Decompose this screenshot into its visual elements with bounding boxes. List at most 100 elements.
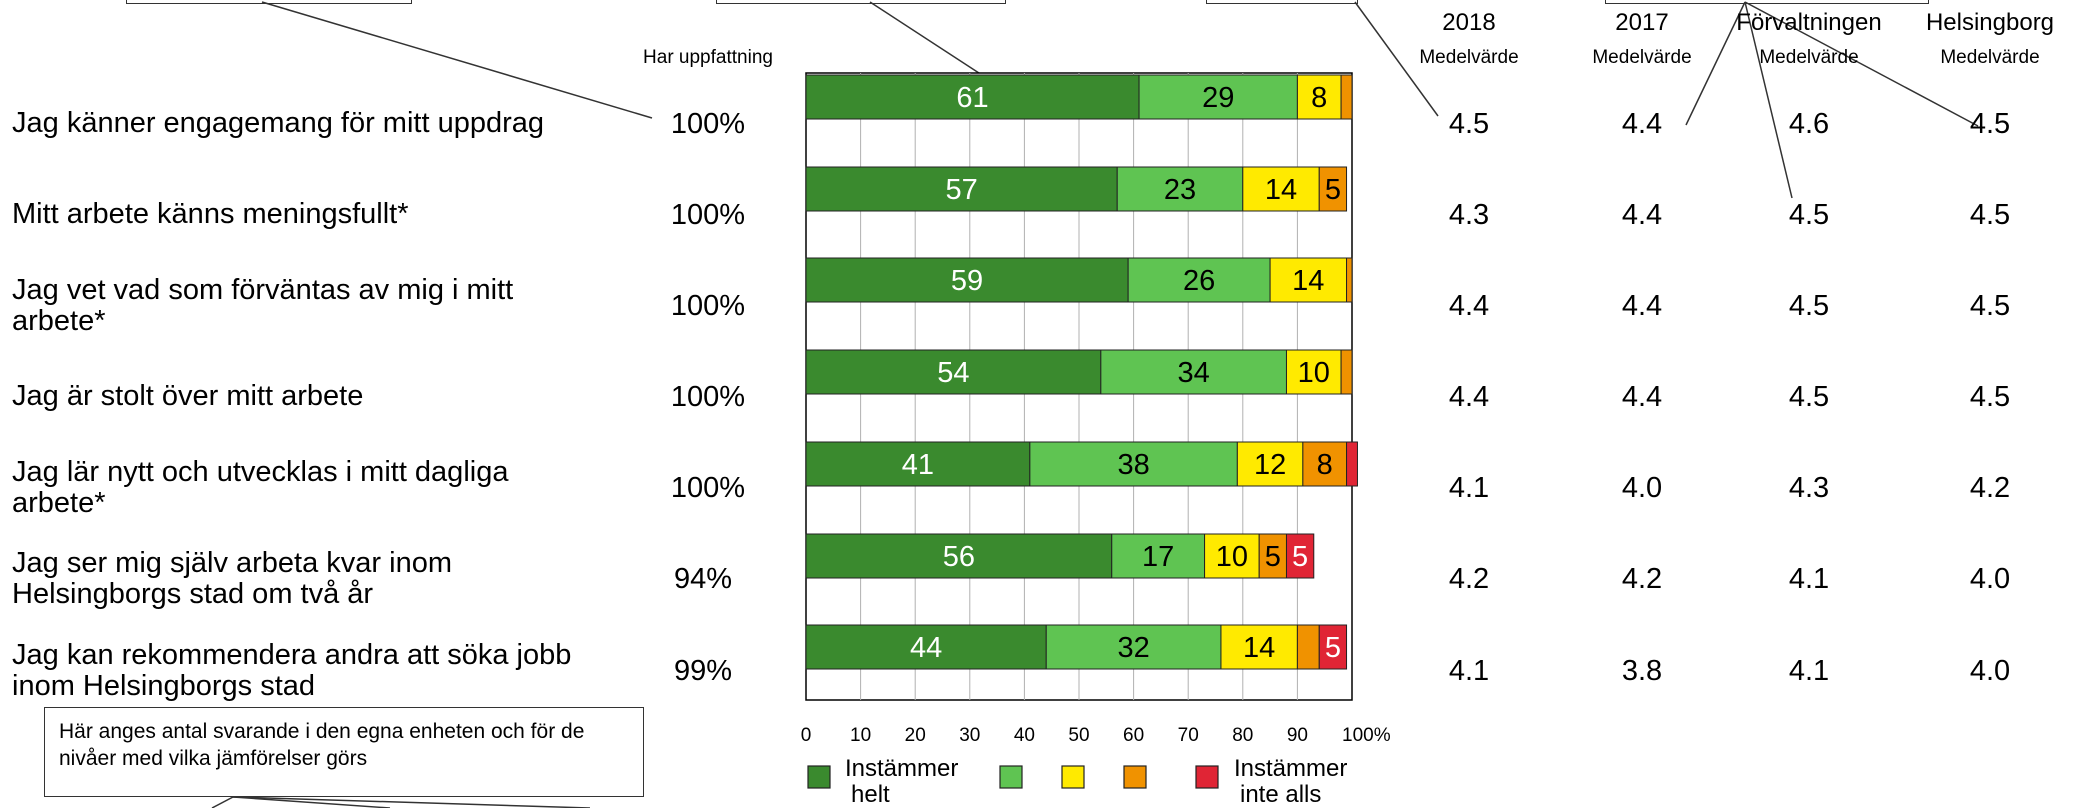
mean-2018: 4.4 bbox=[1448, 381, 1490, 413]
has-opinion-value: 100% bbox=[670, 381, 746, 413]
x-tick-label: 30 bbox=[959, 725, 980, 746]
bar-segment bbox=[805, 349, 1102, 395]
bar-segment bbox=[1116, 166, 1244, 212]
question-text: Jag känner engagemang för mitt uppdrag bbox=[12, 107, 545, 139]
mean-2018: 4.1 bbox=[1448, 655, 1490, 687]
col-forvaltningen-title: Förvaltningen bbox=[1736, 9, 1882, 36]
col-forvaltningen-sub: Medelvärde bbox=[1759, 47, 1859, 68]
mean-helsingborg: 4.0 bbox=[1969, 655, 2011, 687]
question-text: Jag lär nytt och utvecklas i mitt daglig… bbox=[12, 456, 509, 519]
callout-box-3 bbox=[1206, 0, 1358, 4]
x-tick-label: 20 bbox=[905, 725, 926, 746]
data-label: 10 bbox=[1216, 541, 1248, 573]
mean-2018: 4.1 bbox=[1448, 472, 1490, 504]
bar-segment bbox=[805, 624, 1047, 670]
data-label: 38 bbox=[1117, 449, 1149, 481]
mean-helsingborg: 4.5 bbox=[1969, 290, 2011, 322]
data-label: 14 bbox=[1292, 265, 1324, 297]
bar-segment bbox=[1296, 624, 1320, 670]
question-text: Jag är stolt över mitt arbete bbox=[12, 380, 364, 412]
legend-swatch bbox=[1061, 765, 1085, 789]
bar-segment bbox=[1302, 441, 1348, 487]
mean-2017: 4.4 bbox=[1621, 381, 1663, 413]
mean-forvaltningen: 4.5 bbox=[1788, 290, 1830, 322]
legend-label: helt bbox=[851, 781, 890, 808]
respondents-note: Här anges antal svarande i den egna enhe… bbox=[44, 707, 644, 797]
bar-segment bbox=[805, 166, 1118, 212]
bar-segment bbox=[805, 257, 1129, 303]
bar-segment bbox=[1318, 624, 1348, 670]
mean-2018: 4.5 bbox=[1448, 108, 1490, 140]
data-label: 54 bbox=[937, 357, 969, 389]
bar-segment bbox=[1111, 533, 1206, 579]
callout-box-2 bbox=[716, 0, 1006, 4]
has-opinion-value: 99% bbox=[673, 655, 733, 687]
mean-helsingborg: 4.5 bbox=[1969, 108, 2011, 140]
question-text: Jag vet vad som förväntas av mig i mitt … bbox=[12, 274, 514, 337]
has-opinion-value: 94% bbox=[673, 563, 733, 595]
x-tick-label: 100% bbox=[1342, 725, 1391, 746]
mean-forvaltningen: 4.3 bbox=[1788, 472, 1830, 504]
bar-segment bbox=[1285, 533, 1315, 579]
x-tick-label: 70 bbox=[1178, 725, 1199, 746]
data-label: 61 bbox=[956, 82, 988, 114]
data-label: 23 bbox=[1164, 174, 1196, 206]
x-tick-label: 80 bbox=[1232, 725, 1253, 746]
legend-label: Instämmer bbox=[845, 755, 958, 782]
x-tick-label: 40 bbox=[1014, 725, 1035, 746]
mean-forvaltningen: 4.5 bbox=[1788, 381, 1830, 413]
col-helsingborg-title: Helsingborg bbox=[1925, 9, 2055, 36]
mean-helsingborg: 4.2 bbox=[1969, 472, 2011, 504]
bar-segment bbox=[1127, 257, 1271, 303]
x-tick-label: 10 bbox=[850, 725, 871, 746]
data-label: 26 bbox=[1183, 265, 1215, 297]
bar-segment bbox=[1236, 441, 1304, 487]
mean-2018: 4.4 bbox=[1448, 290, 1490, 322]
question-text: Mitt arbete känns meningsfullt* bbox=[12, 198, 409, 230]
x-tick-label: 90 bbox=[1287, 725, 1308, 746]
legend-swatch bbox=[1123, 765, 1147, 789]
bar-segment bbox=[1100, 349, 1287, 395]
data-label: 14 bbox=[1265, 174, 1297, 206]
bar-segment bbox=[1340, 349, 1353, 395]
data-label: 5 bbox=[1325, 632, 1341, 664]
data-label: 44 bbox=[910, 632, 942, 664]
x-tick-label: 0 bbox=[801, 725, 812, 746]
data-label: 5 bbox=[1265, 541, 1281, 573]
mean-2017: 4.4 bbox=[1621, 199, 1663, 231]
col-2018-title: 2018 bbox=[1442, 9, 1496, 36]
mean-2017: 4.4 bbox=[1621, 108, 1663, 140]
col-2018-sub: Medelvärde bbox=[1419, 47, 1519, 68]
data-label: 41 bbox=[902, 449, 934, 481]
legend-swatch bbox=[1195, 765, 1219, 789]
bar-segment bbox=[1346, 257, 1353, 303]
mean-2018: 4.3 bbox=[1448, 199, 1490, 231]
callout-box-4 bbox=[1605, 0, 1929, 4]
x-tick-label: 60 bbox=[1123, 725, 1144, 746]
has-opinion-header: Har uppfattning bbox=[643, 47, 773, 68]
legend-label: Instämmer bbox=[1234, 755, 1347, 782]
mean-2017: 3.8 bbox=[1621, 655, 1663, 687]
question-text: Jag ser mig själv arbeta kvar inom Helsi… bbox=[12, 547, 452, 610]
bar-segment bbox=[1138, 74, 1298, 120]
bar-segment bbox=[1296, 74, 1342, 120]
bar-segment bbox=[805, 74, 1140, 120]
legend-label: inte alls bbox=[1240, 781, 1321, 808]
mean-2017: 4.0 bbox=[1621, 472, 1663, 504]
mean-helsingborg: 4.5 bbox=[1969, 381, 2011, 413]
data-label: 8 bbox=[1317, 449, 1333, 481]
mean-helsingborg: 4.0 bbox=[1969, 563, 2011, 595]
mean-2018: 4.2 bbox=[1448, 563, 1490, 595]
legend-swatch bbox=[999, 765, 1023, 789]
mean-2017: 4.4 bbox=[1621, 290, 1663, 322]
data-label: 32 bbox=[1117, 632, 1149, 664]
bar-segment bbox=[1204, 533, 1260, 579]
data-label: 29 bbox=[1202, 82, 1234, 114]
bar-segment bbox=[1045, 624, 1222, 670]
bar-segment bbox=[1318, 166, 1348, 212]
mean-helsingborg: 4.5 bbox=[1969, 199, 2011, 231]
bar-segment bbox=[1340, 74, 1353, 120]
x-tick-label: 50 bbox=[1068, 725, 1089, 746]
mean-forvaltningen: 4.6 bbox=[1788, 108, 1830, 140]
